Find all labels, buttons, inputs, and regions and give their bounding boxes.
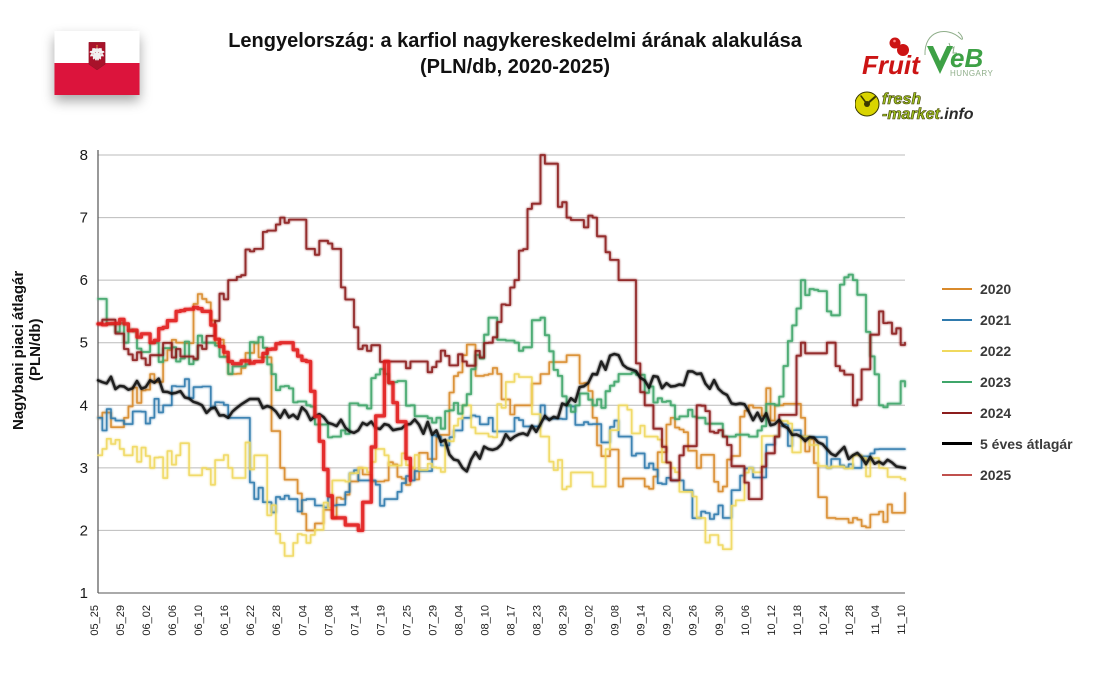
svg-text:09_30: 09_30 [714, 605, 726, 636]
svg-text:11_10: 11_10 [896, 605, 908, 635]
svg-text:06_22: 06_22 [245, 605, 257, 636]
svg-text:09_20: 09_20 [662, 605, 674, 636]
svg-text:09_26: 09_26 [688, 605, 700, 636]
svg-text:07_04: 07_04 [297, 605, 309, 636]
svg-text:06_02: 06_02 [141, 605, 153, 636]
svg-text:06_16: 06_16 [219, 605, 231, 636]
svg-text:8: 8 [80, 147, 88, 164]
svg-text:06_28: 06_28 [271, 605, 283, 636]
svg-text:08_23: 08_23 [532, 605, 544, 636]
svg-text:11_04: 11_04 [870, 605, 882, 635]
svg-text:06_06: 06_06 [167, 605, 179, 636]
svg-text:2: 2 [80, 522, 88, 539]
svg-text:10_06: 10_06 [740, 605, 752, 636]
svg-text:07_08: 07_08 [323, 605, 335, 636]
svg-text:08_29: 08_29 [558, 605, 570, 636]
svg-text:10_24: 10_24 [818, 605, 830, 636]
svg-text:09_02: 09_02 [584, 605, 596, 636]
svg-text:5: 5 [80, 335, 88, 352]
svg-text:4: 4 [80, 397, 88, 414]
svg-text:06_10: 06_10 [193, 605, 205, 636]
svg-text:-market.info: -market.info [882, 106, 974, 122]
svg-text:10_12: 10_12 [766, 605, 778, 636]
svg-text:HUNGARY: HUNGARY [950, 69, 994, 78]
svg-text:08_04: 08_04 [453, 605, 465, 636]
svg-text:07_25: 07_25 [401, 605, 413, 636]
svg-text:09_14: 09_14 [636, 605, 648, 636]
svg-text:07_19: 07_19 [375, 605, 387, 636]
svg-text:10_18: 10_18 [792, 605, 804, 636]
svg-text:10_28: 10_28 [844, 605, 856, 636]
svg-text:Fruit: Fruit [862, 50, 921, 78]
svg-text:3: 3 [80, 460, 88, 477]
svg-text:7: 7 [80, 210, 88, 227]
svg-text:09_08: 09_08 [610, 605, 622, 636]
svg-text:08_10: 08_10 [479, 605, 491, 636]
svg-text:6: 6 [80, 272, 88, 289]
svg-text:07_29: 07_29 [427, 605, 439, 636]
svg-text:08_17: 08_17 [506, 605, 518, 636]
svg-text:05_29: 05_29 [115, 605, 127, 636]
svg-text:05_25: 05_25 [89, 605, 101, 636]
svg-text:07_14: 07_14 [349, 605, 361, 636]
svg-text:1: 1 [80, 585, 88, 602]
